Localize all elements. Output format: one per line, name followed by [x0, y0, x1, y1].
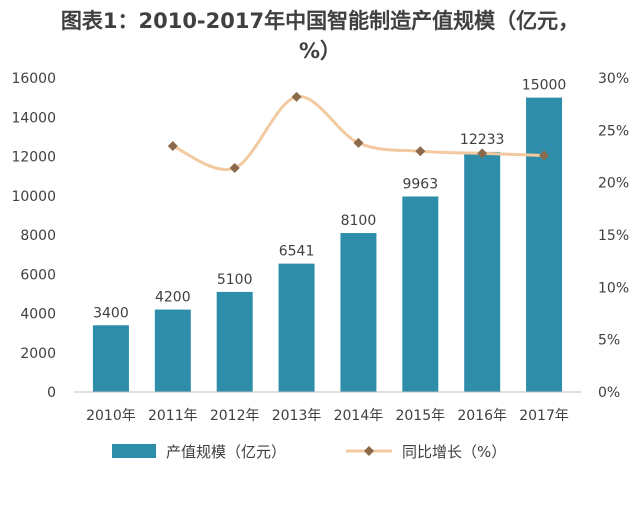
- growth-line-series: [167, 91, 550, 174]
- bar: [154, 309, 191, 392]
- right-axis-ticks: 0% 5% 10% 15% 20% 25% 30%: [598, 71, 629, 401]
- bar-data-label: 4200: [155, 290, 191, 306]
- right-axis-tick-label: 25%: [598, 123, 629, 139]
- bar-data-label: 3400: [93, 305, 129, 321]
- x-axis-tick-label: 2011年: [148, 408, 198, 424]
- growth-marker: [167, 141, 178, 152]
- legend-line-marker: [364, 446, 374, 456]
- x-axis-tick-label: 2012年: [210, 408, 260, 424]
- right-axis-tick-label: 20%: [598, 176, 629, 192]
- bar: [340, 233, 377, 392]
- legend-line-label: 同比增长（%）: [402, 443, 506, 461]
- legend-bar-label: 产值规模（亿元）: [166, 443, 286, 461]
- x-axis-tick-label: 2017年: [519, 408, 569, 424]
- bar: [402, 196, 439, 392]
- left-axis-tick-label: 6000: [20, 267, 56, 283]
- growth-marker: [539, 150, 550, 161]
- left-axis-tick-label: 4000: [20, 307, 56, 323]
- growth-marker: [229, 163, 240, 174]
- bar-data-label: 6541: [279, 244, 315, 260]
- growth-marker: [353, 137, 364, 148]
- left-axis-tick-label: 10000: [11, 189, 56, 205]
- left-axis-tick-label: 8000: [20, 228, 56, 244]
- bar: [216, 291, 253, 392]
- growth-marker: [415, 146, 426, 157]
- x-axis-tick-label: 2013年: [272, 408, 322, 424]
- left-axis-ticks: 0 2000 4000 6000 8000 10000 12000 14000 16000: [11, 71, 56, 401]
- bar-data-labels: 3400 4200 5100 6541 8100 9963 12233 15000: [93, 78, 566, 322]
- left-axis-tick-label: 14000: [11, 110, 56, 126]
- left-axis-tick-label: 2000: [20, 346, 56, 362]
- right-axis-tick-label: 10%: [598, 280, 629, 296]
- bar: [92, 325, 129, 392]
- growth-marker: [477, 148, 488, 159]
- legend-bar-swatch: [112, 444, 156, 458]
- legend: 产值规模（亿元） 同比增长（%）: [112, 443, 506, 461]
- bar: [278, 263, 315, 392]
- bar-data-label: 8100: [341, 213, 377, 229]
- bar: [464, 151, 501, 392]
- right-axis-tick-label: 5%: [598, 333, 620, 349]
- right-axis-tick-label: 15%: [598, 228, 629, 244]
- left-axis-tick-label: 12000: [11, 150, 56, 166]
- bar-series: [92, 97, 563, 392]
- bar-data-label: 9963: [402, 176, 438, 192]
- chart-title: 图表1：2010-2017年中国智能制造产值规模（亿元，%）: [60, 9, 580, 63]
- bar-data-label: 5100: [217, 272, 253, 288]
- bar: [526, 97, 563, 392]
- x-axis-ticks: 2010年 2011年 2012年 2013年 2014年 2015年 2016年 2017年: [74, 391, 581, 424]
- x-axis-tick-label: 2014年: [334, 408, 384, 424]
- left-axis-tick-label: 0: [47, 385, 56, 401]
- right-axis-tick-label: 0%: [598, 385, 620, 401]
- x-axis-tick-label: 2015年: [395, 408, 445, 424]
- x-axis-tick-label: 2016年: [457, 408, 507, 424]
- x-axis-tick-label: 2010年: [86, 408, 136, 424]
- bar-data-label: 12233: [460, 132, 505, 148]
- left-axis-tick-label: 16000: [11, 71, 56, 87]
- bar-data-label: 15000: [522, 78, 567, 94]
- growth-marker: [291, 91, 302, 102]
- right-axis-tick-label: 30%: [598, 71, 629, 87]
